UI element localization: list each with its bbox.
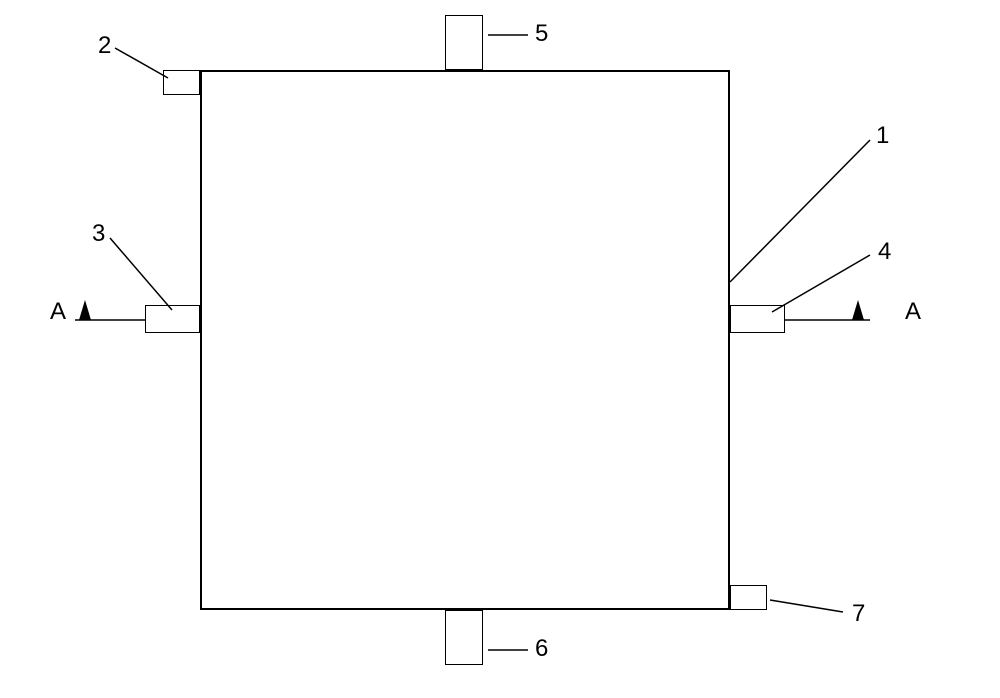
- port-7-bottom-right: [730, 585, 767, 610]
- section-label-a-right: A: [905, 298, 921, 326]
- leader-2: [115, 48, 168, 78]
- label-6: 6: [535, 635, 548, 663]
- port-4-right: [730, 305, 785, 333]
- label-4: 4: [878, 238, 891, 266]
- label-2: 2: [98, 32, 111, 60]
- leader-1: [730, 140, 870, 282]
- label-3: 3: [92, 220, 105, 248]
- label-7: 7: [852, 600, 865, 628]
- leader-4: [772, 255, 870, 312]
- port-6-bottom: [445, 610, 483, 665]
- section-arrow-left: [79, 300, 91, 320]
- leader-3: [110, 238, 172, 310]
- section-label-a-left: A: [50, 298, 66, 326]
- port-3-left: [145, 305, 200, 333]
- port-2-top-left: [163, 70, 200, 95]
- leader-7: [770, 600, 843, 612]
- main-body-rect: [200, 70, 730, 610]
- port-5-top: [445, 15, 483, 70]
- label-5: 5: [535, 20, 548, 48]
- section-arrow-right: [852, 300, 864, 320]
- label-1: 1: [876, 122, 889, 150]
- diagram-canvas: 2 5 3 1 4 7 6 A A: [0, 0, 1000, 698]
